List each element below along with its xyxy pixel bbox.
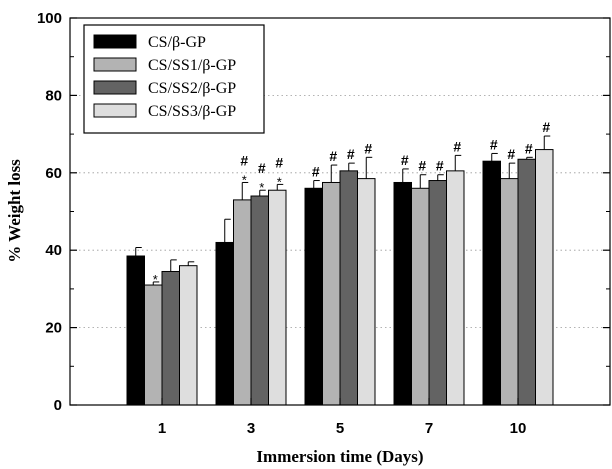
significance-hash: #: [507, 146, 515, 162]
significance-hash: #: [258, 160, 266, 176]
bar: [144, 284, 163, 406]
significance-hash: #: [240, 152, 248, 168]
bar: [233, 199, 252, 406]
significance-star: *: [259, 180, 264, 195]
bar: [268, 189, 287, 406]
y-tick-label: 100: [37, 10, 62, 27]
significance-star: *: [277, 174, 282, 189]
bar: [500, 178, 519, 406]
significance-hash: #: [329, 148, 337, 164]
legend-swatch: [93, 34, 137, 49]
legend-swatch: [93, 80, 137, 95]
legend-swatch: [93, 57, 137, 72]
significance-hash: #: [418, 158, 426, 174]
y-tick-label: 80: [45, 87, 62, 104]
significance-hash: #: [275, 154, 283, 170]
x-tick-label: 10: [510, 420, 527, 437]
bar: [250, 195, 269, 406]
bar: [428, 180, 447, 406]
bar: [517, 158, 536, 406]
bar: [179, 265, 198, 406]
legend-label: CS/SS1/β-GP: [148, 57, 236, 74]
significance-hash: #: [436, 158, 444, 174]
significance-star: *: [242, 172, 247, 187]
axes: 0 20 40 60 80 100 1 3 5 7 10: [37, 10, 610, 437]
y-tick-label: 0: [54, 397, 62, 414]
x-tick-label: 5: [336, 420, 344, 437]
bar: [357, 178, 376, 406]
bar: [393, 181, 412, 406]
y-tick-label: 20: [45, 320, 62, 337]
y-tick-label: 40: [45, 242, 62, 259]
significance-star: *: [153, 272, 158, 287]
legend: CS/β-GP CS/SS1/β-GP CS/SS2/β-GP CS/SS3/β-GP: [83, 24, 265, 134]
bars: * * # * # * # # # # # # # # # # # # #: [126, 119, 554, 406]
significance-hash: #: [542, 119, 550, 135]
significance-hash: #: [490, 136, 498, 152]
significance-hash: #: [347, 146, 355, 162]
bar: [161, 270, 180, 406]
bar: [482, 160, 501, 406]
legend-swatch: [93, 103, 137, 118]
bar: [339, 170, 358, 406]
significance-hash: #: [312, 164, 320, 180]
bar: [126, 255, 145, 406]
legend-label: CS/SS2/β-GP: [148, 80, 236, 97]
y-tick-label: 60: [45, 165, 62, 182]
x-tick-label: 1: [158, 420, 166, 437]
x-tick-label: 7: [425, 420, 433, 437]
significance-hash: #: [453, 138, 461, 154]
bar: [446, 170, 465, 406]
bar: [215, 241, 234, 406]
x-tick-label: 3: [247, 420, 255, 437]
significance-hash: #: [364, 140, 372, 156]
legend-label: CS/SS3/β-GP: [148, 103, 236, 120]
bar: [535, 149, 554, 406]
x-axis-title: Immersion time (Days): [256, 447, 423, 466]
significance-hash: #: [525, 140, 533, 156]
bar: [322, 181, 341, 406]
significance-hash: #: [401, 152, 409, 168]
y-axis-title: % Weight loss: [5, 159, 24, 263]
legend-label: CS/β-GP: [148, 34, 206, 51]
bar: [411, 187, 430, 406]
bar: [304, 187, 323, 406]
